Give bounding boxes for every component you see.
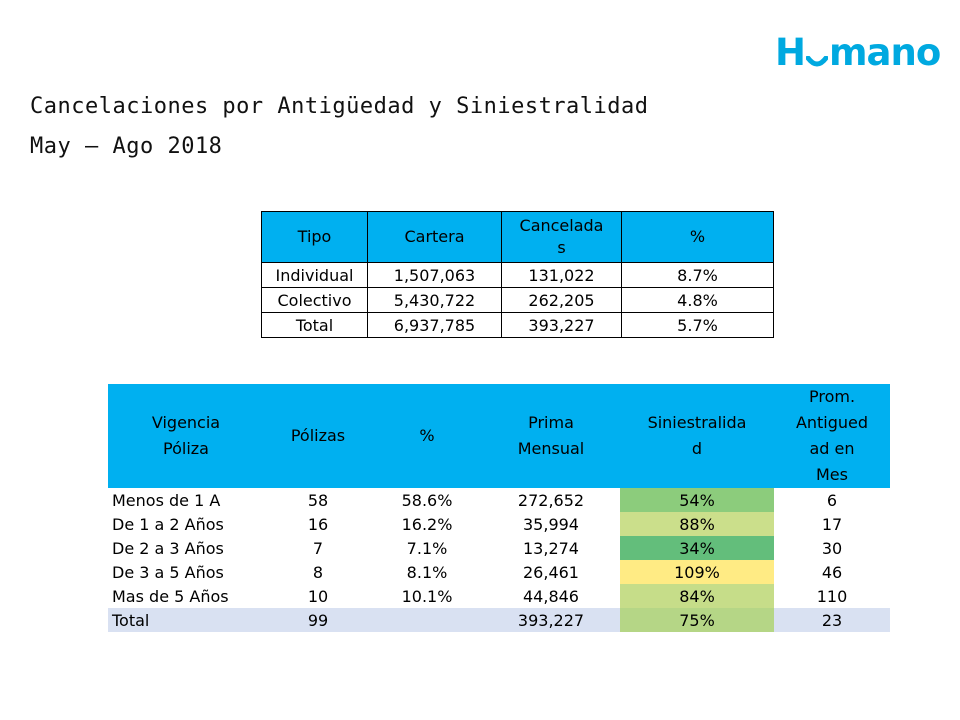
logo-h: H	[775, 31, 806, 74]
table1-header-cell: %	[621, 211, 774, 263]
siniestralidad-cell: 75%	[620, 608, 774, 632]
table2-cell: 7	[312, 538, 324, 558]
table1-row: Total 6,937,785 393,227 5.7%	[261, 312, 774, 338]
cancellations-by-tenure-table: Vigencia Póliza Pólizas% Prima Mensual Sinies…	[108, 384, 890, 632]
table1-cell: 262,205	[501, 287, 622, 313]
table2-cell: 6	[826, 490, 838, 510]
table1-cell: 393,227	[501, 312, 622, 338]
siniestralidad-cell: 109%	[620, 560, 774, 584]
table2-total-row: Total 99 393,227 75% 23	[108, 608, 890, 632]
table2-cell: 7.1%	[406, 538, 448, 558]
table2-cell: 393,227	[482, 608, 620, 632]
table2-cell: 30	[821, 538, 843, 558]
table2-cell: De 2 a 3 Años	[112, 538, 224, 558]
table2-cell: De 3 a 5 Años	[112, 562, 224, 582]
table1-cell: 8.7%	[621, 262, 774, 288]
table2-cell: Menos de 1 A	[112, 490, 221, 510]
table2-row: Menos de 1 A 58 58.6% 272,652 54% 6	[108, 488, 890, 512]
table2-cell: Mas de 5 Años	[112, 586, 229, 606]
table2-cell: 99	[264, 608, 372, 632]
table2-cell: 46	[821, 562, 843, 582]
table2-cell: Total	[108, 608, 264, 632]
table2-header-cell: %	[372, 384, 482, 488]
table2-cell: 8.1%	[406, 562, 448, 582]
page-subtitle: May – Ago 2018	[30, 134, 223, 159]
table2-cell: De 1 a 2 Años	[112, 514, 224, 534]
table2-cell: 272,652	[517, 490, 585, 510]
table2-cell: 13,274	[523, 538, 579, 558]
table1-cell: 4.8%	[621, 287, 774, 313]
table2-cell: 10.1%	[401, 586, 453, 606]
table2-cell: 23	[774, 608, 890, 632]
siniestralidad-cell: 88%	[620, 512, 774, 536]
table2-header-cell: Pólizas	[264, 384, 372, 488]
siniestralidad-cell: 54%	[620, 488, 774, 512]
page-title: Cancelaciones por Antigüedad y Siniestra…	[30, 94, 649, 119]
table2-row: De 2 a 3 Años 7 7.1% 13,274 34% 30	[108, 536, 890, 560]
cancellations-by-type-table: Tipo Cartera Cancelada s% Individual 1,507,0…	[261, 211, 774, 338]
table1-cell: 5.7%	[621, 312, 774, 338]
table2-header-cell: Siniestralida d	[620, 384, 774, 488]
table2-cell: 16.2%	[401, 514, 453, 534]
table2-cell	[372, 608, 482, 632]
table2-cell: 35,994	[523, 514, 579, 534]
table1-header-cell: Cartera	[367, 211, 502, 263]
table2-cell: 110	[816, 586, 848, 606]
table2-cell: 26,461	[523, 562, 579, 582]
table2-cell: 17	[821, 514, 843, 534]
table2-cell: 16	[307, 514, 329, 534]
table2-cell: 58.6%	[401, 490, 453, 510]
table1-header-cell: Cancelada s	[501, 211, 622, 263]
table2-row: Mas de 5 Años 10 10.1% 44,846 84% 110	[108, 584, 890, 608]
table1-cell: Colectivo	[261, 287, 368, 313]
table1-cell: 5,430,722	[367, 287, 502, 313]
logo-rest: mano	[828, 31, 941, 74]
table1-row: Colectivo 5,430,722 262,205 4.8%	[261, 287, 774, 313]
table2-cell: 8	[312, 562, 324, 582]
table2-cell: 10	[307, 586, 329, 606]
table2-header-cell: Prom. Antigued ad en Mes	[774, 384, 890, 488]
siniestralidad-cell: 84%	[620, 584, 774, 608]
table1-header-cell: Tipo	[261, 211, 368, 263]
table2-row: De 3 a 5 Años 8 8.1% 26,461 109% 46	[108, 560, 890, 584]
siniestralidad-cell: 34%	[620, 536, 774, 560]
table2-cell: 58	[307, 490, 329, 510]
table1-cell: Individual	[261, 262, 368, 288]
table2-header-cell: Prima Mensual	[482, 384, 620, 488]
logo-smile-icon	[805, 50, 828, 74]
table1-cell: Total	[261, 312, 368, 338]
table1-cell: 6,937,785	[367, 312, 502, 338]
table1-row: Individual 1,507,063 131,022 8.7%	[261, 262, 774, 288]
table1-cell: 131,022	[501, 262, 622, 288]
table2-row: De 1 a 2 Años 16 16.2% 35,994 88% 17	[108, 512, 890, 536]
humano-logo: H mano	[775, 30, 941, 74]
table1-cell: 1,507,063	[367, 262, 502, 288]
table2-header-cell: Vigencia Póliza	[108, 384, 264, 488]
table2-cell: 44,846	[523, 586, 579, 606]
